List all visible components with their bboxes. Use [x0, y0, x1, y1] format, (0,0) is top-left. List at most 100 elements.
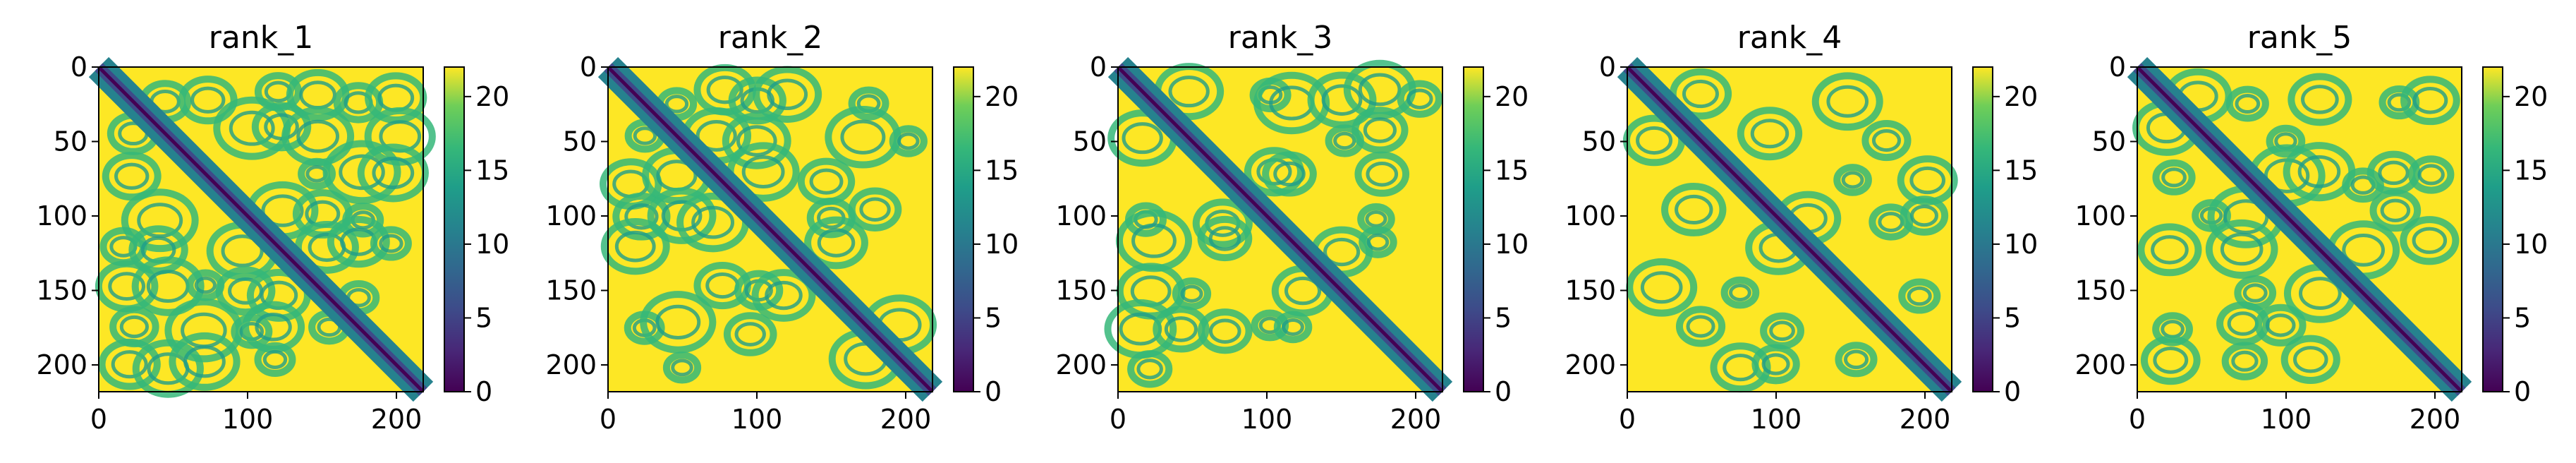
heatmap-contact-region — [1898, 278, 1941, 314]
heatmap-contact-region — [1682, 79, 1719, 109]
y-tick-label: 50 — [1073, 126, 1107, 157]
heatmap-contact-region — [1273, 311, 1313, 344]
colorbar-tick-label: 5 — [2004, 302, 2021, 333]
heatmap-diagonal-zero — [1117, 66, 1444, 393]
heatmap-contact-region — [183, 345, 226, 378]
axes-frame — [607, 66, 933, 392]
x-tick-label: 100 — [1751, 404, 1802, 435]
heatmap-contact-region — [1626, 258, 1698, 317]
heatmap-contact-region — [1833, 164, 1872, 196]
heatmap-contact-region — [671, 359, 693, 377]
x-tick-label: 200 — [371, 404, 423, 435]
heatmap-contact-region — [1841, 171, 1864, 189]
heatmap-contact-region — [1164, 316, 1198, 342]
heatmap-contact-region — [1343, 59, 1416, 119]
heatmap-contact-region — [108, 272, 146, 301]
x-tick-label: 200 — [1900, 404, 1951, 435]
x-tick-label: 100 — [2261, 404, 2312, 435]
y-tick-label: 150 — [2074, 275, 2126, 306]
heatmap-contact-region — [1273, 161, 1306, 187]
colorbar-tick-label: 5 — [2514, 302, 2531, 333]
heatmap-contact-region — [251, 102, 312, 152]
heatmap-contact-region — [1333, 131, 1356, 150]
heatmap-contact-region — [859, 197, 891, 222]
heatmap-contact-region — [2301, 85, 2339, 114]
heatmap-contact-region — [614, 230, 656, 263]
heatmap-contact-region — [2298, 277, 2342, 311]
heatmap-contact-region — [119, 315, 150, 339]
heatmap-contact-region — [633, 126, 657, 145]
y-tick-label: 50 — [1582, 126, 1616, 157]
colorbar-tick-label: 15 — [2514, 155, 2548, 186]
colorbar-tick-label: 0 — [985, 376, 1002, 407]
heatmap-contact-region — [2412, 86, 2448, 114]
heatmap-contact-region — [164, 298, 243, 363]
heatmap-contact-region — [1686, 315, 1715, 338]
colorbar-tick-label: 5 — [1495, 302, 1512, 333]
colorbar-tick-label: 5 — [985, 302, 1002, 333]
heatmap-contact-region — [255, 313, 292, 342]
colorbar-tick-label: 10 — [1495, 229, 1529, 260]
y-tick-label: 200 — [545, 349, 597, 380]
heatmap-contact-region — [2280, 335, 2340, 384]
heatmap-contact-region — [2151, 235, 2189, 265]
heatmap-contact-region — [2293, 346, 2328, 373]
x-tick-label: 200 — [880, 404, 932, 435]
y-tick-label: 0 — [2109, 52, 2126, 83]
heatmap-contact-region — [364, 107, 436, 166]
heatmap-contact-region — [741, 155, 785, 189]
heatmap-contact-region — [1253, 71, 1330, 135]
axes-frame — [1117, 66, 1443, 392]
heatmap-contact-region — [1909, 204, 1938, 227]
heatmap-contact-region — [1407, 88, 1433, 109]
heatmap-contact-region — [190, 86, 226, 114]
x-tick-label: 0 — [600, 404, 616, 435]
heatmap-contact-region — [1751, 344, 1800, 385]
y-tick-label: 100 — [1055, 200, 1107, 232]
x-tick-label: 0 — [1619, 404, 1636, 435]
heatmap-contact-region — [840, 119, 886, 155]
heatmap-contact-region — [229, 110, 275, 146]
heatmap-contact-region — [2242, 283, 2268, 303]
heatmap-contact-region — [1168, 76, 1210, 108]
y-tick-label: 100 — [36, 200, 87, 232]
y-tick-label: 50 — [54, 126, 87, 157]
heatmap-contact-region — [662, 351, 702, 384]
heatmap-contact-region — [2297, 155, 2341, 188]
heatmap-contact-region — [264, 113, 299, 140]
y-tick-label: 150 — [545, 275, 597, 306]
heatmap-contact-region — [137, 203, 183, 239]
y-tick-label: 150 — [1055, 275, 1107, 306]
heatmap-contact-region — [1136, 359, 1163, 380]
heatmap-contact-region — [722, 112, 791, 169]
heatmap-contact-region — [2342, 233, 2386, 267]
heatmap-contact-region — [2231, 350, 2259, 372]
colorbar — [1463, 66, 1484, 392]
heatmap-contact-region — [1397, 80, 1442, 118]
y-tick-label: 0 — [1090, 52, 1107, 83]
heatmap-contact-region — [372, 156, 415, 190]
heatmap-contact-region — [695, 119, 737, 152]
panel-title: rank_2 — [718, 20, 822, 56]
colorbar — [2482, 66, 2503, 392]
x-tick-label: 100 — [731, 404, 783, 435]
heatmap-contact-region — [1909, 166, 1945, 195]
heatmap-contact-region — [1208, 226, 1241, 251]
heatmap-contact-region — [286, 68, 350, 121]
heatmap-contact-region — [1284, 276, 1322, 306]
y-tick-label: 150 — [1565, 275, 1616, 306]
y-tick-label: 0 — [71, 52, 87, 83]
heatmap-contact-region — [1365, 210, 1387, 228]
heatmap-contact-region — [767, 78, 808, 111]
axes-frame — [98, 66, 424, 392]
y-tick-label: 0 — [580, 52, 597, 83]
y-tick-label: 200 — [36, 349, 87, 380]
heatmap-contact-region — [2152, 159, 2196, 196]
colorbar — [1972, 66, 1993, 392]
heatmap-contact-region — [1197, 308, 1253, 354]
heatmap-contact-region — [765, 280, 803, 311]
heatmap-contact-region — [178, 76, 238, 125]
